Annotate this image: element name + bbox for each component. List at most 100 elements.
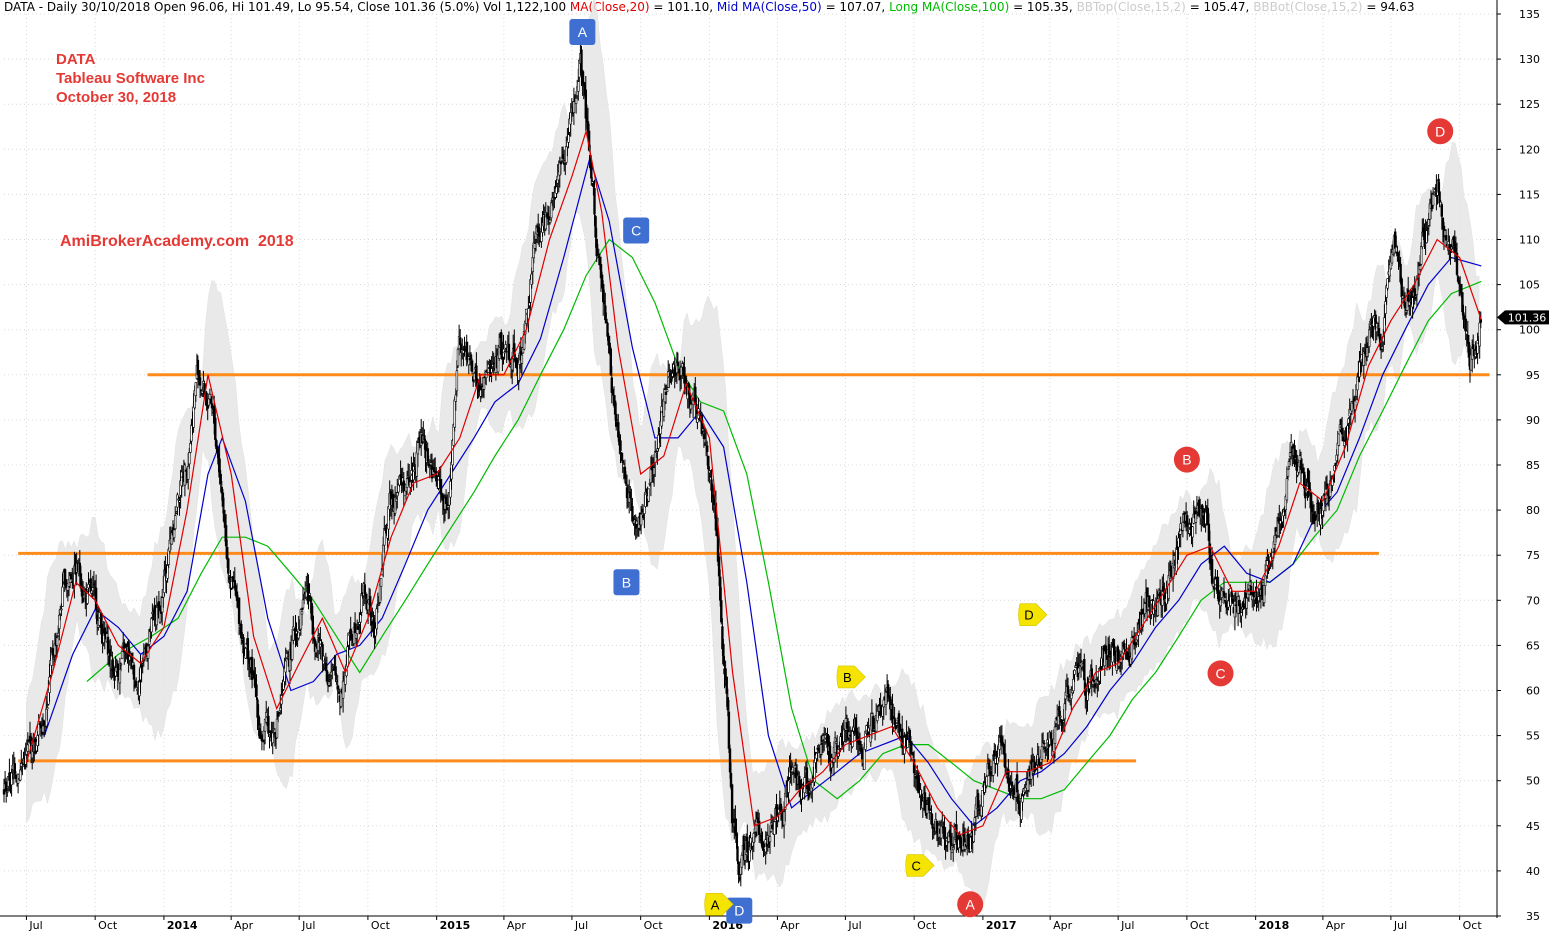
price-candle-body [860,748,864,760]
price-candle-body [928,797,931,811]
price-candle-body [882,699,886,708]
price-candle-body [61,586,64,607]
annotation-date: October 30, 2018 [56,89,177,106]
x-tick-label: Jul [301,919,315,932]
x-tick-label: Apr [1326,919,1346,932]
x-tick-label: Oct [98,919,118,932]
price-candle-body [1169,565,1173,577]
price-candle-body [1141,613,1145,627]
price-candle-body [214,417,217,440]
price-candle-body [594,216,597,238]
y-tick-label: 75 [1526,549,1540,562]
price-candle-body [26,744,29,752]
annotation-ticker: DATA [56,51,96,68]
bbbot-label: BBBot(Close,15,2) [1253,0,1363,14]
price-candle-body [46,707,49,710]
price-candle-body [172,529,176,539]
marker-shape [905,854,935,877]
price-candle-body [379,578,383,587]
marker-square-blue-c: C [623,217,650,244]
price-candle-body [577,81,580,92]
marker-shape [613,569,640,596]
price-candle-body [166,565,169,579]
price-candle-body [1460,283,1463,294]
price-candle-body [707,455,710,470]
price-candle-body [1433,192,1436,195]
price-candle-body [1476,340,1479,354]
price-candle-body [58,614,61,629]
price-candle-body [6,791,9,793]
marker-square-blue-b: B [613,569,640,596]
price-candle-body [851,731,854,747]
y-tick-label: 55 [1526,730,1540,743]
price-candle-body [1440,204,1444,217]
price-candle-body [188,451,191,465]
x-tick-label: Apr [1053,919,1073,932]
price-candle-body [1464,318,1467,332]
bollinger-band [26,0,1480,907]
marker-arrow-yellow-d: D [1018,603,1048,627]
price-candle-body [377,603,381,606]
ma100-value: = 105.35, [1009,0,1077,14]
price-candle-body [689,404,693,410]
price-candle-body [1191,526,1194,538]
price-candle-body [375,608,378,630]
price-candle-body [341,680,345,699]
ma50-line [43,156,1482,827]
ticker-info: DATA - Daily 30/10/2018 Open 96.06, Hi 1… [4,0,570,14]
marker-label: A [966,896,976,912]
price-candle-body [593,188,596,215]
price-candle-body [224,525,228,547]
price-candle-body [728,748,732,773]
price-candle-body [86,591,89,604]
price-candle-body [676,361,680,367]
ma100-line [86,238,1482,800]
y-tick-label: 95 [1526,369,1540,382]
ma20-line [25,131,1482,836]
marker-shape [1427,118,1454,145]
price-candle-body [437,476,440,489]
price-candle-body [1073,669,1076,675]
marker-label: C [1215,665,1225,681]
price-candle-body [205,392,208,406]
price-candle-body [455,370,459,392]
price-candle-body [118,668,122,684]
price-candle-body [670,379,673,382]
marker-arrow-yellow-c: C [905,854,935,877]
price-candle-body [520,354,524,364]
marker-circle-red-c: C [1207,660,1234,687]
marker-shape [623,217,650,244]
y-tick-label: 85 [1526,459,1540,472]
x-tick-label: Oct [917,919,937,932]
price-candle-body [1384,301,1387,314]
price-candle-body [1285,478,1289,501]
price-candle-body [757,820,761,835]
price-candle-body [1015,774,1019,793]
price-candle-body [981,790,984,808]
x-tick-label: 2018 [1259,919,1290,932]
bbtop-value: = 105.47, [1185,0,1254,14]
marker-label: B [843,670,852,685]
price-candle-body [275,718,279,739]
y-tick-label: 135 [1519,8,1540,21]
x-tick-label: Jul [1120,919,1134,932]
ma100-layer [86,238,1482,800]
x-tick-label: Apr [780,919,800,932]
price-candle-body [912,759,916,774]
price-candle-body [1123,643,1126,650]
price-candle-body [567,134,570,143]
price-candle-body [722,643,725,665]
y-tick-label: 130 [1519,53,1540,66]
price-candle-body [198,377,202,386]
price-candle-body [647,488,650,502]
price-candle-body [1413,288,1416,300]
price-candle-body [1295,454,1298,471]
price-candle-body [19,769,22,781]
price-candle-body [736,846,739,862]
price-candle-body [1156,598,1160,617]
price-candle-body [255,684,258,697]
price-candle-body [227,558,230,574]
price-candle-body [811,782,814,789]
marker-label: D [1435,123,1445,139]
y-tick-label: 105 [1519,279,1540,292]
